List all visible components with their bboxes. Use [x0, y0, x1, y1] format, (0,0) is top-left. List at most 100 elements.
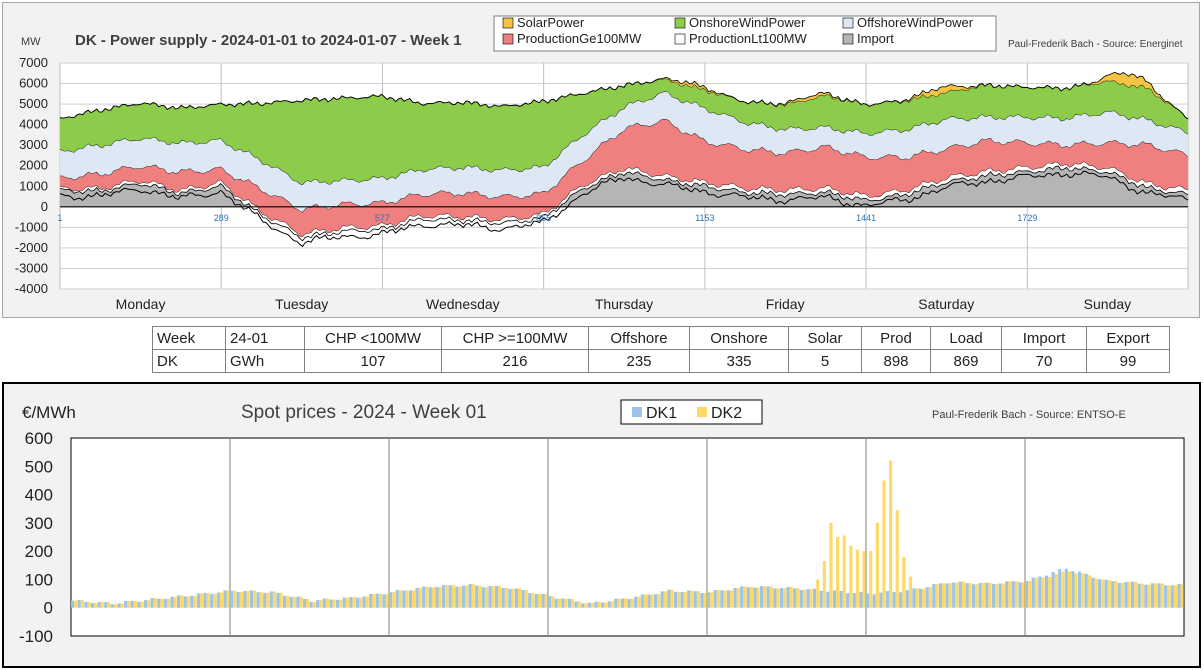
bar-dk2: [855, 549, 860, 608]
bar-dk2: [862, 551, 866, 608]
bar-dk1: [779, 588, 784, 608]
bar-dk1: [567, 598, 572, 608]
bar-dk2: [875, 522, 879, 608]
bar-dk1: [223, 590, 227, 608]
bar-dk2: [405, 590, 409, 608]
bar-dk1: [1031, 577, 1035, 608]
bar-dk1: [296, 596, 300, 608]
bar-dk2: [478, 585, 482, 608]
bar-dk2: [1001, 583, 1005, 608]
bar-dk2: [272, 591, 277, 608]
bar-dk1: [210, 593, 214, 608]
table-cell: 107: [304, 349, 442, 373]
y-tick-label: 100: [25, 570, 53, 589]
table-row: Week 24-01 CHP <100MW CHP >=100MW Offshore On…: [152, 326, 1170, 350]
price-bars: [71, 460, 1184, 608]
chart-title: DK - Power supply - 2024-01-01 to 2024-0…: [75, 32, 462, 49]
bar-dk1: [355, 597, 360, 608]
bar-dk2: [246, 590, 250, 608]
bar-dk2: [166, 598, 171, 608]
bar-dk1: [501, 588, 505, 608]
bar-dk2: [1061, 571, 1065, 608]
bar-dk1: [302, 599, 307, 608]
bar-dk2: [908, 576, 913, 608]
bar-dk2: [418, 587, 422, 608]
bar-dk1: [654, 594, 658, 608]
bar-dk2: [266, 592, 270, 608]
bar-dk2: [696, 591, 701, 608]
bar-dk2: [200, 593, 204, 608]
bar-dk1: [422, 586, 426, 608]
y-tick-label: 500: [25, 457, 53, 476]
y-tick-label: 1000: [19, 178, 48, 193]
bar-dk1: [236, 592, 240, 608]
bar-dk1: [548, 596, 552, 608]
hour-marker-label: 1153: [695, 213, 714, 223]
import-edge-line: [59, 165, 1189, 242]
table-cell: Week: [152, 326, 226, 350]
bar-dk2: [1173, 585, 1178, 608]
bar-dk1: [866, 593, 870, 608]
bar-dk2: [127, 601, 131, 608]
bar-dk1: [693, 591, 697, 608]
bar-dk2: [345, 597, 349, 608]
bar-dk2: [829, 522, 833, 608]
bar-dk2: [173, 596, 177, 608]
hour-marker-label: 1: [57, 213, 62, 223]
bar-dk1: [554, 598, 558, 608]
bar-dk2: [471, 583, 475, 608]
area-offshorewindpower: [60, 91, 1188, 212]
spot-prices-chart: €/MWh Spot prices - 2024 - Week 01 Paul-…: [19, 399, 1185, 646]
bar-dk2: [385, 594, 389, 608]
bar-dk1: [1038, 576, 1042, 608]
y-tick-label: 0: [41, 199, 48, 214]
day-label: Monday: [116, 296, 166, 312]
bar-dk2: [895, 510, 899, 608]
bar-dk1: [448, 585, 452, 608]
bar-dk1: [336, 599, 340, 608]
bar-dk1: [587, 602, 591, 608]
bar-dk2: [1034, 578, 1038, 608]
bar-dk1: [183, 596, 187, 608]
bar-dk2: [233, 590, 237, 608]
y-tick-label: 300: [25, 514, 53, 533]
bar-dk2: [889, 460, 893, 608]
bar-dk1: [872, 594, 876, 608]
legend-label: OnshoreWindPower: [689, 15, 806, 30]
legend: DK1 DK2: [632, 405, 742, 422]
bar-dk1: [627, 598, 631, 608]
y-tick-label: -100: [19, 627, 53, 646]
bar-dk1: [620, 598, 625, 608]
bar-dk2: [438, 587, 442, 608]
bar-dk1: [1051, 572, 1055, 608]
bar-dk1: [1058, 569, 1062, 608]
table-cell: 70: [1001, 349, 1087, 373]
bar-dk1: [905, 590, 909, 608]
spot-prices-panel: €/MWh Spot prices - 2024 - Week 01 Paul-…: [2, 382, 1201, 668]
bar-dk2: [80, 599, 84, 608]
bar-dk1: [1097, 579, 1102, 608]
bar-dk2: [398, 590, 402, 608]
bar-dk1: [852, 593, 856, 608]
day-label: Saturday: [918, 296, 974, 312]
bar-dk1: [885, 591, 890, 608]
bar-dk1: [753, 587, 757, 608]
legend-swatch: [674, 17, 686, 29]
bar-dk2: [1008, 581, 1012, 608]
bar-dk2: [756, 587, 760, 608]
bar-dk1: [1177, 584, 1181, 608]
bar-dk1: [157, 598, 161, 608]
bar-dk2: [120, 603, 124, 608]
day-label: Friday: [766, 296, 805, 312]
bar-dk1: [1131, 581, 1135, 608]
bar-dk1: [574, 601, 578, 608]
bar-dk2: [723, 590, 727, 608]
bar-dk1: [647, 594, 651, 608]
bar-dk2: [942, 583, 946, 608]
bar-dk2: [683, 591, 687, 608]
bar-dk2: [763, 586, 767, 608]
bar-dk2: [299, 596, 303, 608]
y-tick-label: 400: [25, 486, 53, 505]
bar-dk1: [746, 587, 750, 608]
bar-dk1: [276, 592, 280, 608]
